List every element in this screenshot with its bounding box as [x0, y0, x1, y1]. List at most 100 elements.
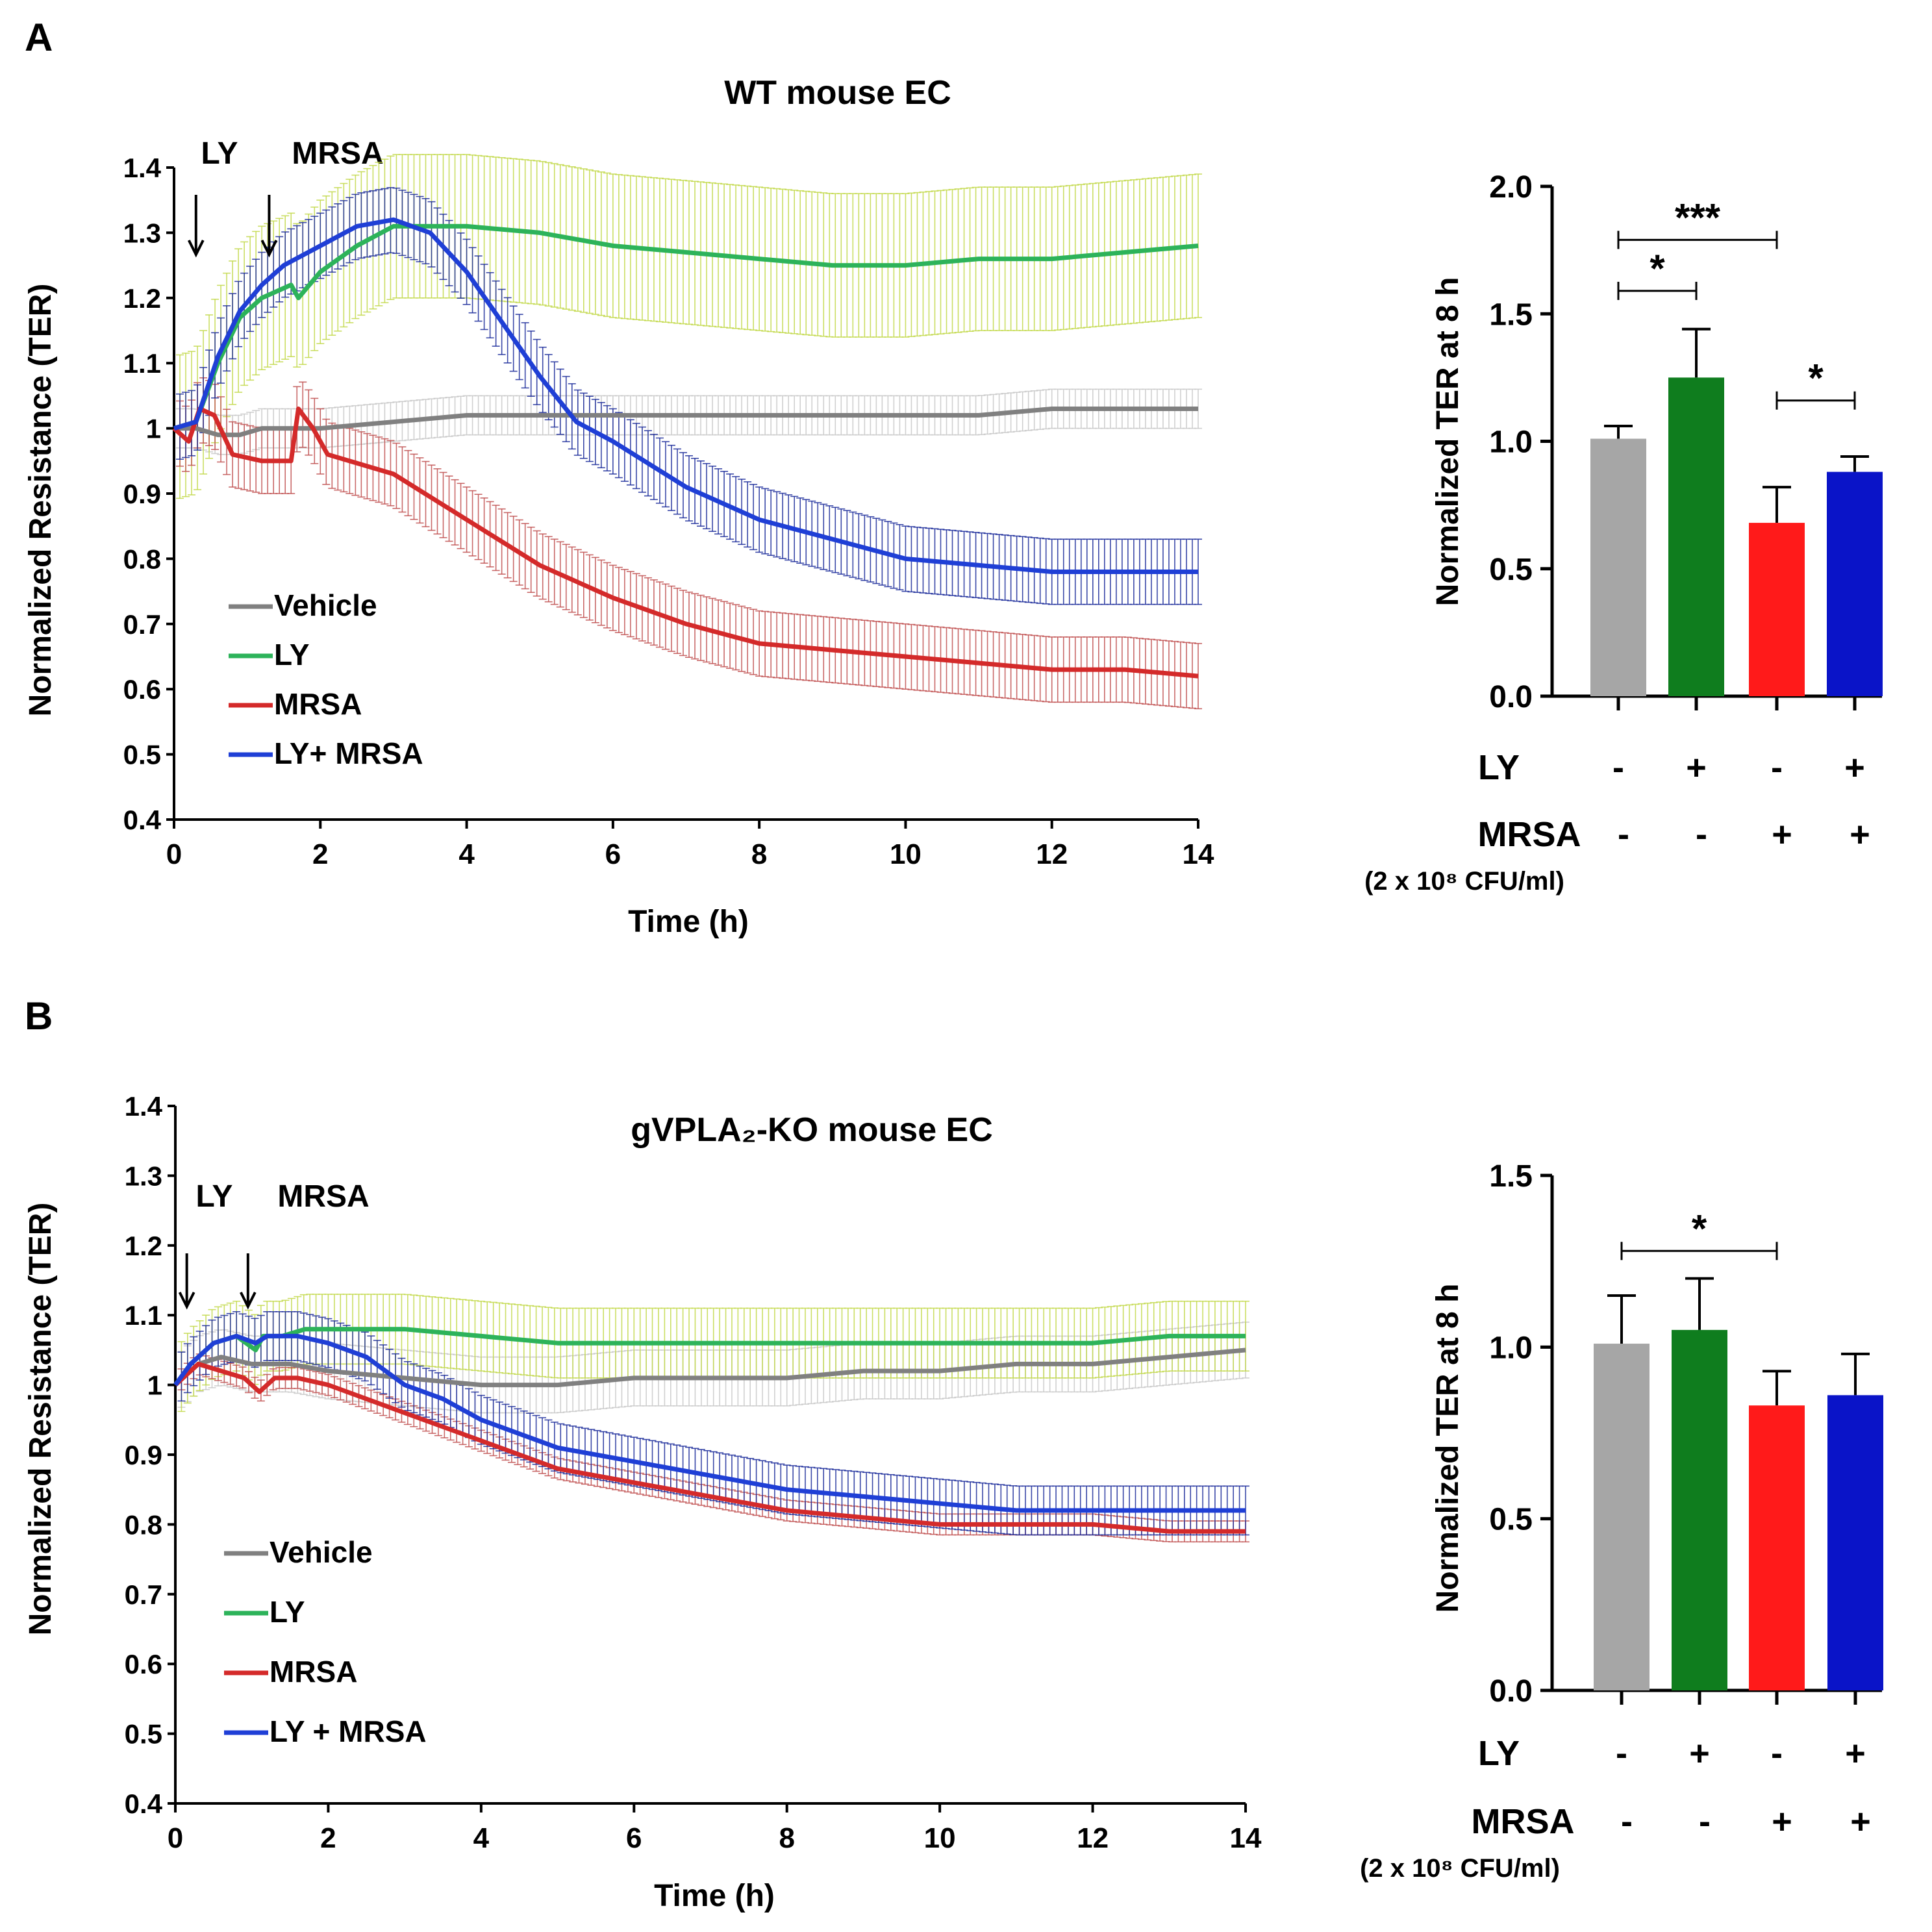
- chart-b-x-tick-label: 4: [473, 1822, 490, 1854]
- chart-a-bar-bar-vehicle: [1590, 438, 1646, 696]
- chart-b-y-tick-label: 0.6: [125, 1649, 162, 1679]
- chart-b-y-tick-label: 1.2: [125, 1231, 162, 1261]
- chart-b-legend-label-ly: LY: [270, 1595, 305, 1629]
- chart-a-bar-bar-ly: [1668, 377, 1724, 696]
- chart-a-y-tick-label: 0.6: [123, 674, 161, 705]
- chart-b-bar-ly-sign: -: [1771, 1734, 1783, 1773]
- chart-b-bar-y-tick-label: 0.0: [1489, 1674, 1533, 1709]
- chart-a-series-line-mrsa: [172, 407, 1199, 679]
- chart-a-y-tick-label: 1.4: [123, 153, 162, 183]
- chart-b-arrow-head-ly: [178, 1292, 195, 1310]
- chart-a-bar-row-mrsa: MRSA: [1478, 815, 1581, 854]
- chart-a-bar-y-tick-label: 1.5: [1489, 297, 1533, 332]
- chart-a-x-tick-label: 2: [312, 838, 328, 870]
- chart-b-bar-ylabel: Normalized TER at 8 h: [1431, 1284, 1465, 1613]
- chart-a-title: WT mouse EC: [724, 74, 951, 112]
- chart-a-bar-bar-mrsa: [1749, 523, 1805, 696]
- chart-a-arrow-head-ly: [188, 240, 205, 258]
- chart-b-legend: Vehicle LY MRSA LY + MRSA: [224, 1535, 427, 1748]
- chart-a-bar-bar-ly-mrsa: [1827, 471, 1883, 696]
- chart-a-y-tick-label: 0.5: [123, 740, 161, 770]
- chart-a-bar-significance-label: *: [1808, 357, 1824, 400]
- chart-b-title: gVPLA₂-KO mouse EC: [631, 1111, 993, 1149]
- chart-b-bar: Normalized TER at 8 h LY MRSA (2 x 10⁸ C…: [1360, 1159, 1883, 1883]
- chart-a-bar-ylabel: Normalized TER at 8 h: [1431, 277, 1465, 607]
- chart-b-bar-mrsa-sign: +: [1772, 1802, 1792, 1841]
- chart-a-bar-row-ly: LY: [1478, 748, 1520, 787]
- chart-b-x-tick-label: 10: [924, 1822, 956, 1854]
- chart-b-bar-y-tick-label: 0.5: [1489, 1503, 1533, 1537]
- chart-a-bar-mrsa-sign: +: [1850, 815, 1870, 854]
- chart-b-line: gVPLA₂-KO mouse EC Normalized Resistance…: [23, 1091, 1262, 1913]
- chart-a-legend-label-mrsa: MRSA: [274, 687, 362, 721]
- chart-a-bar-mrsa-sign: -: [1618, 815, 1629, 854]
- chart-b-bar-ly-sign: +: [1689, 1734, 1710, 1773]
- chart-b-y-tick-label: 0.8: [125, 1509, 162, 1540]
- chart-b-y-tick-label: 0.9: [125, 1440, 162, 1470]
- chart-b-x-tick-label: 0: [168, 1822, 183, 1854]
- chart-a-errorbars-ly-mrsa: [176, 187, 1202, 605]
- chart-a-line: WT mouse EC Normalized Resistance (TER) …: [23, 74, 1214, 939]
- chart-a-y-tick-label: 0.9: [123, 479, 161, 509]
- chart-a-y-tick-label: 1: [146, 414, 161, 444]
- chart-a-bar-y-tick-label: 0.5: [1489, 553, 1533, 587]
- chart-b-ylabel: Normalized Resistance (TER): [23, 1203, 58, 1636]
- chart-b-bar-bar-mrsa: [1749, 1405, 1805, 1690]
- chart-b-x-tick-label: 6: [626, 1822, 642, 1854]
- chart-a-series-line-ly: [173, 223, 1199, 431]
- chart-a-x-tick-label: 4: [458, 838, 475, 870]
- chart-b-y-tick-label: 0.4: [125, 1788, 163, 1819]
- chart-b-bar-y-tick-label: 1.5: [1489, 1159, 1533, 1194]
- chart-b-arrow-head-mrsa: [240, 1292, 257, 1310]
- chart-a-y-tick-label: 0.8: [123, 544, 161, 574]
- chart-a-bar-ly-sign: -: [1612, 748, 1624, 787]
- chart-b-annotation-ly: LY: [196, 1179, 233, 1214]
- chart-b-y-tick-label: 1: [147, 1370, 162, 1401]
- chart-b-bar-bar-ly: [1672, 1329, 1727, 1690]
- chart-a-bar-ly-sign: -: [1771, 748, 1783, 787]
- chart-a-legend-label-vehicle: Vehicle: [274, 588, 377, 622]
- chart-b-bar-row-mrsa: MRSA: [1472, 1802, 1575, 1841]
- chart-b-y-tick-label: 1.1: [125, 1300, 162, 1331]
- chart-b-bar-mrsa-sign: -: [1699, 1802, 1711, 1841]
- chart-b-xlabel: Time (h): [654, 1879, 775, 1913]
- chart-a-x-tick-label: 6: [605, 838, 621, 870]
- chart-b-bar-row-note: (2 x 10⁸ CFU/ml): [1360, 1854, 1560, 1883]
- chart-a-x-tick-label: 10: [890, 838, 922, 870]
- chart-b-bar-ly-sign: +: [1845, 1734, 1866, 1773]
- chart-a-y-tick-label: 1.3: [123, 218, 161, 248]
- chart-a-legend-label-ly-mrsa: LY+ MRSA: [274, 736, 423, 770]
- chart-b-y-tick-label: 1.3: [125, 1160, 162, 1191]
- chart-b-legend-label-mrsa: MRSA: [270, 1655, 357, 1688]
- chart-b-x-tick-label: 2: [320, 1822, 336, 1854]
- chart-b-y-tick-label: 0.7: [125, 1579, 162, 1610]
- chart-a-x-tick-label: 8: [751, 838, 767, 870]
- chart-b-bar-y-tick-label: 1.0: [1489, 1331, 1533, 1365]
- chart-a-bar-y-tick-label: 2.0: [1489, 170, 1533, 205]
- chart-a-annotation-ly: LY: [201, 136, 238, 171]
- chart-b-y-tick-label: 0.5: [125, 1719, 162, 1750]
- chart-a-series-line-vehicle: [174, 407, 1198, 438]
- chart-a-ylabel: Normalized Resistance (TER): [23, 284, 58, 717]
- chart-a-bar-significance-label: ***: [1675, 195, 1721, 239]
- chart-a-y-tick-label: 1.1: [123, 348, 161, 379]
- chart-a-bar: Normalized TER at 8 h LY MRSA (2 x 10⁸ C…: [1364, 170, 1883, 896]
- chart-b-bar-mrsa-sign: +: [1850, 1802, 1871, 1841]
- chart-a-xlabel: Time (h): [628, 905, 749, 939]
- chart-b-x-tick-label: 12: [1077, 1822, 1109, 1854]
- chart-b-x-tick-label: 14: [1230, 1822, 1262, 1854]
- chart-a-bar-ly-sign: +: [1686, 748, 1707, 787]
- chart-a-x-tick-label: 12: [1036, 838, 1068, 870]
- chart-a-legend: Vehicle LY MRSA LY+ MRSA: [229, 588, 423, 770]
- chart-b-series-line-vehicle: [173, 1348, 1246, 1388]
- chart-b-legend-label-vehicle: Vehicle: [270, 1535, 373, 1569]
- chart-b-bar-bar-ly-mrsa: [1827, 1395, 1883, 1690]
- chart-b-bar-mrsa-sign: -: [1621, 1802, 1633, 1841]
- chart-b-series-line-ly-mrsa: [173, 1333, 1246, 1513]
- chart-a-bar-mrsa-sign: +: [1772, 815, 1792, 854]
- chart-a-x-tick-label: 0: [166, 838, 182, 870]
- chart-a-y-tick-label: 0.7: [123, 609, 161, 640]
- chart-a-annotation-mrsa: MRSA: [292, 136, 383, 171]
- panel-label-b: B: [25, 994, 53, 1038]
